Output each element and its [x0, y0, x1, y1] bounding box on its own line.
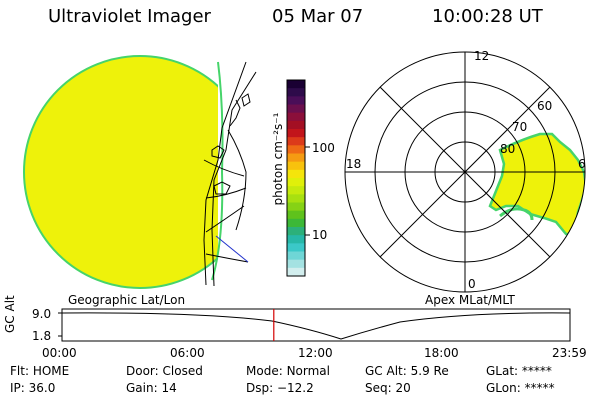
- altitude-ytick-top: 9.0: [32, 307, 51, 321]
- colorbar-segment: [287, 112, 305, 122]
- colorbar-segment: [287, 153, 305, 163]
- mlt-label-12: 12: [474, 49, 489, 63]
- colorbar-segment: [287, 129, 305, 138]
- status-dsp: Dsp: −12.2: [246, 381, 314, 395]
- polar-plot: 80 70 60 12 18 6 0: [344, 49, 586, 293]
- time-tick-1: 06:00: [170, 346, 205, 360]
- mlt-label-0: 0: [468, 277, 476, 291]
- colorbar-segment: [287, 202, 305, 212]
- lat-label-60: 60: [537, 99, 552, 113]
- colorbar-unit-label: photon cm⁻²s⁻¹: [271, 112, 285, 206]
- colorbar-tick-10: 10: [312, 228, 328, 242]
- colorbar-segment: [287, 96, 305, 106]
- status-glon: GLon: *****: [486, 381, 555, 395]
- colorbar-segment: [287, 169, 305, 179]
- colorbar-segment: [287, 186, 305, 195]
- colorbar-segment: [287, 210, 305, 220]
- colorbar-segment: [287, 243, 305, 253]
- altitude-panel: GC Alt 9.0 1.8 00:00 06:00 12:00 18:00 2…: [3, 295, 587, 360]
- status-flight: Flt: HOME: [10, 364, 70, 378]
- colorbar-segment: [287, 178, 305, 187]
- geographic-disk-image: [23, 40, 258, 310]
- time-tick-0: 00:00: [42, 346, 77, 360]
- colorbar-segment: [287, 80, 305, 89]
- altitude-curve: [61, 312, 571, 340]
- colorbar-segment: [287, 120, 305, 130]
- date-label: 05 Mar 07: [272, 6, 364, 27]
- colorbar-segment: [287, 218, 305, 228]
- time-tick-2: 12:00: [298, 346, 333, 360]
- colorbar-segment: [287, 161, 305, 171]
- time-label: 10:00:28 UT: [432, 6, 543, 27]
- lat-label-80: 80: [500, 142, 515, 156]
- altitude-ytick-bottom: 1.8: [32, 329, 51, 343]
- colorbar-segment: [287, 145, 305, 155]
- status-ip: IP: 36.0: [10, 381, 56, 395]
- colorbar: [286, 79, 310, 277]
- colorbar-segment: [287, 104, 305, 114]
- status-door: Door: Closed: [126, 364, 203, 378]
- colorbar-segment: [287, 194, 305, 204]
- status-glat: GLat: *****: [486, 364, 552, 378]
- mlt-label-6: 6: [578, 157, 586, 171]
- altitude-ylabel: GC Alt: [3, 295, 17, 333]
- colorbar-tick-100: 100: [312, 141, 335, 155]
- instrument-title: Ultraviolet Imager: [48, 6, 211, 27]
- status-gain: Gain: 14: [126, 381, 177, 395]
- colorbar-segment: [287, 251, 305, 261]
- status-seq: Seq: 20: [365, 381, 411, 395]
- status-gc-alt: GC Alt: 5.9 Re: [365, 364, 449, 378]
- geo-plot-title: Geographic Lat/Lon: [68, 293, 185, 307]
- lat-label-70: 70: [512, 120, 527, 134]
- coastline-lines: [203, 61, 257, 287]
- time-tick-3: 18:00: [424, 346, 459, 360]
- time-tick-4: 23:59: [552, 346, 587, 360]
- colorbar-segment: [287, 267, 305, 277]
- colorbar-segment: [287, 88, 305, 97]
- colorbar-segment: [287, 259, 305, 269]
- mlt-label-18: 18: [346, 157, 361, 171]
- colorbar-segment: [287, 227, 305, 236]
- colorbar-segment: [287, 235, 305, 244]
- colorbar-segment: [287, 137, 305, 146]
- status-mode: Mode: Normal: [246, 364, 330, 378]
- polar-plot-title: Apex MLat/MLT: [425, 293, 515, 307]
- colorbar-frame: [286, 79, 306, 277]
